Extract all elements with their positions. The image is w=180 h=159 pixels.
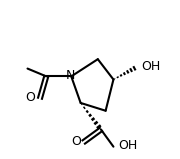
Text: OH: OH — [118, 139, 137, 152]
Text: O: O — [25, 91, 35, 104]
Text: OH: OH — [141, 60, 161, 73]
Text: N: N — [66, 69, 75, 82]
Text: O: O — [71, 135, 81, 148]
